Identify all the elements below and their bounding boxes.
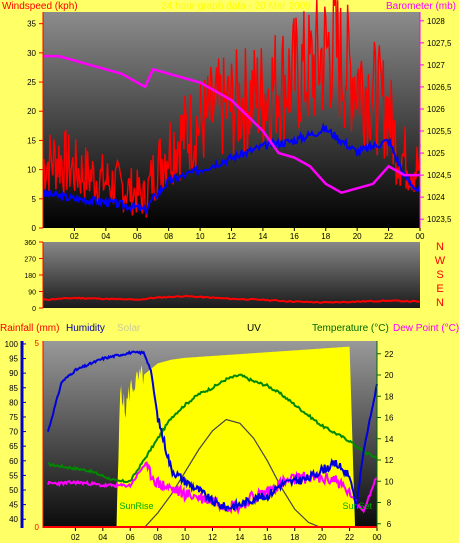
baro-tick-label: 1026,5 (427, 83, 452, 92)
x-tick-label: 18 (321, 232, 330, 241)
compass-label: N (436, 297, 444, 309)
x-tick-label: 06 (133, 232, 142, 241)
x-tick-label: 08 (164, 232, 173, 241)
x-tick-label: 22 (345, 533, 354, 542)
x-tick-label: 20 (318, 533, 327, 542)
x-tick-label: 12 (227, 232, 236, 241)
rain-tick-label: 5 (35, 339, 40, 348)
baro-tick-label: 1025 (427, 149, 445, 158)
temperature-tick-label: 14 (385, 435, 394, 444)
windspeed-line (42, 0, 421, 218)
direction-tick-label: 0 (32, 306, 36, 313)
humidity-tick-label: 45 (9, 501, 18, 510)
baro-axis-title: Barometer (mb) (386, 1, 456, 12)
baro-tick-label: 1025,5 (427, 127, 452, 136)
x-tick-label: 14 (258, 232, 267, 241)
direction-tick-label: 360 (24, 240, 36, 247)
compass-label: S (436, 269, 443, 281)
x-tick-label: 18 (290, 533, 299, 542)
temperature-tick-label: 18 (385, 392, 394, 401)
compass-label: N (436, 241, 444, 253)
humidity-tick-label: 50 (9, 486, 18, 495)
x-tick-label: 14 (235, 533, 244, 542)
humidity-tick-label: 75 (9, 413, 18, 422)
temperature-tick-label: 8 (387, 499, 392, 508)
x-tick-label: 02 (71, 533, 80, 542)
legend-item: UV (247, 323, 261, 334)
wind-tick-label: 5 (32, 195, 37, 204)
baro-tick-label: 1024 (427, 193, 445, 202)
legend-item: Humidity (66, 323, 105, 334)
temperature-tick-label: 22 (385, 350, 394, 359)
plot-area-wind (43, 12, 420, 228)
wind-tick-label: 15 (27, 136, 36, 145)
wind-axis-title: Windspeed (kph) (2, 1, 78, 12)
humidity-tick-label: 65 (9, 442, 18, 451)
wind-tick-label: 20 (27, 107, 36, 116)
x-tick-label: 10 (196, 232, 205, 241)
x-tick-label: 00 (416, 232, 425, 241)
sunrise-label: SunRise (120, 501, 154, 511)
wind-direction-line (42, 294, 421, 304)
x-tick-label: 04 (101, 232, 110, 241)
x-tick-label: 22 (384, 232, 393, 241)
compass-label: E (436, 283, 443, 295)
baro-tick-label: 1028 (427, 17, 445, 26)
temperature-tick-label: 6 (387, 520, 392, 529)
legend-item: Rainfall (mm) (0, 323, 59, 334)
humidity-tick-label: 55 (9, 471, 18, 480)
x-tick-label: 16 (263, 533, 272, 542)
humidity-line (47, 350, 378, 512)
x-tick-label: 04 (98, 533, 107, 542)
wind-tick-label: 35 (27, 20, 36, 29)
x-tick-label: 08 (153, 533, 162, 542)
barometer-line (43, 54, 420, 195)
humidity-tick-label: 95 (9, 355, 18, 364)
plot-area-direction (43, 242, 420, 308)
wind-tick-label: 10 (27, 166, 36, 175)
temperature-tick-label: 16 (385, 414, 394, 423)
baro-tick-label: 1027 (427, 61, 445, 70)
humidity-tick-label: 40 (9, 515, 18, 524)
humidity-tick-label: 60 (9, 457, 18, 466)
x-tick-label: 12 (208, 533, 217, 542)
legend-item: Solar (117, 323, 141, 334)
baro-tick-label: 1024,5 (427, 171, 452, 180)
direction-tick-label: 90 (28, 290, 36, 297)
temperature-line (47, 373, 378, 484)
wind-tick-label: 25 (27, 78, 36, 87)
x-tick-label: 02 (70, 232, 79, 241)
temperature-tick-label: 10 (385, 477, 394, 486)
wind-tick-label: 30 (27, 49, 36, 58)
legend-item: Temperature (°C) (312, 323, 389, 334)
direction-tick-label: 180 (24, 273, 36, 280)
baro-tick-label: 1026 (427, 105, 445, 114)
humidity-tick-label: 85 (9, 384, 18, 393)
humidity-tick-label: 100 (5, 340, 19, 349)
temperature-tick-label: 20 (385, 371, 394, 380)
humidity-tick-label: 90 (9, 369, 18, 378)
temperature-tick-label: 12 (385, 456, 394, 465)
rain-tick-label: 0 (35, 523, 40, 532)
x-tick-label: 00 (373, 533, 382, 542)
baro-tick-label: 1027,5 (427, 39, 452, 48)
direction-tick-label: 270 (24, 257, 36, 264)
windspeed-average-line (42, 122, 421, 217)
chart-title: 24 hour graph data - 20 Mar 2009 (161, 1, 311, 12)
x-tick-label: 20 (353, 232, 362, 241)
baro-tick-label: 1023,5 (427, 215, 452, 224)
x-tick-label: 06 (126, 533, 135, 542)
legend-item: Dew Point (°C) (393, 323, 459, 334)
x-tick-label: 10 (181, 533, 190, 542)
x-tick-label: 16 (290, 232, 299, 241)
compass-label: W (435, 255, 446, 267)
sunset-label: SunSet (342, 501, 372, 511)
humidity-tick-label: 80 (9, 398, 18, 407)
humidity-tick-label: 70 (9, 428, 18, 437)
wind-tick-label: 0 (32, 224, 37, 233)
